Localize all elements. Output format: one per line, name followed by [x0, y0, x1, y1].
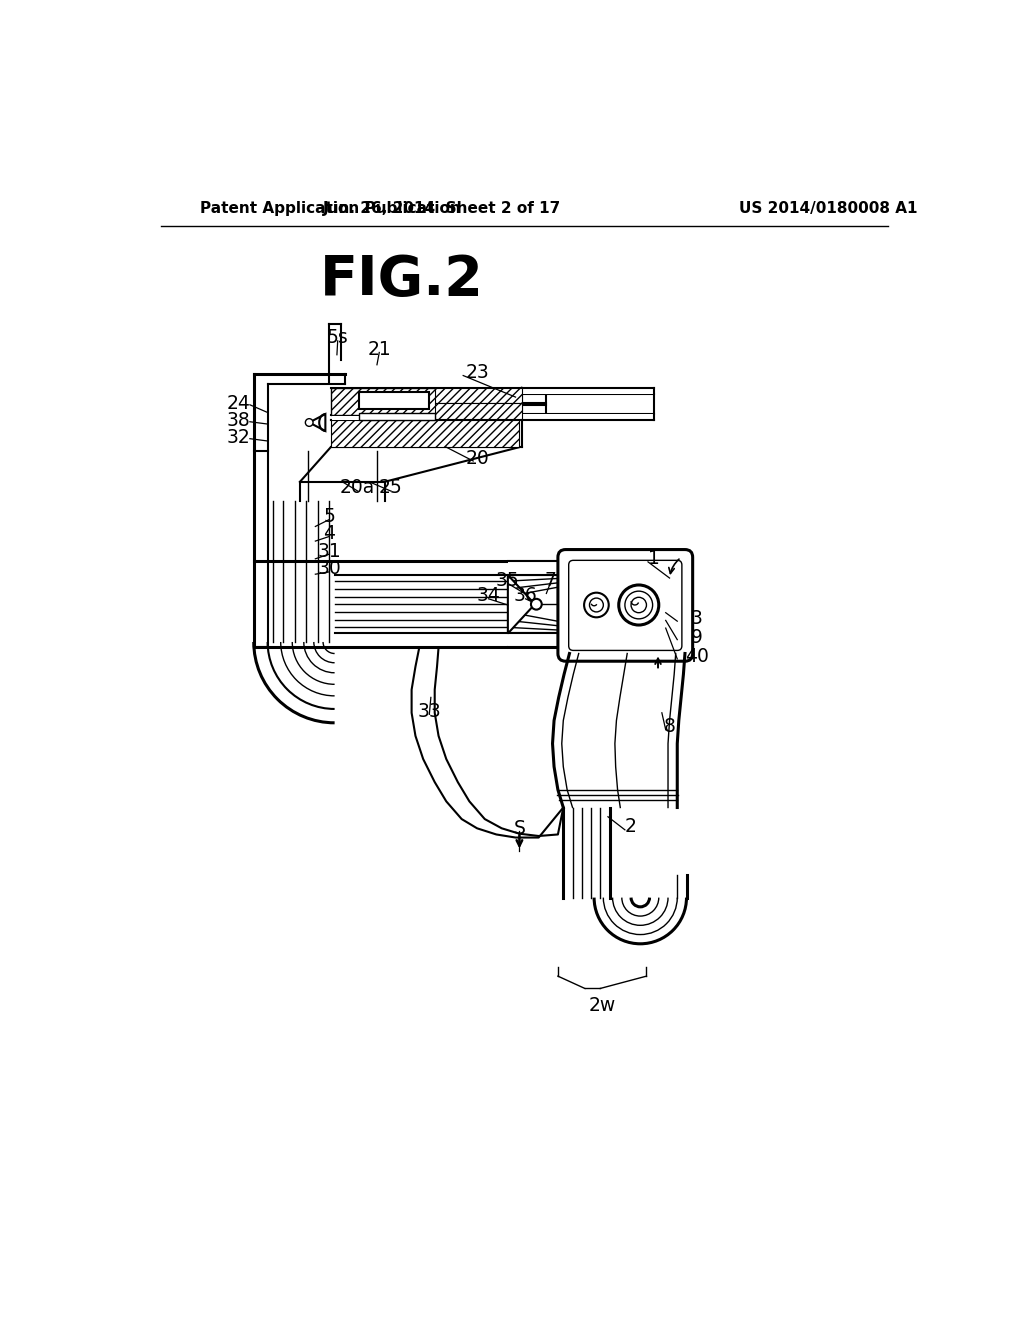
- Text: 34: 34: [477, 586, 501, 606]
- Text: 23: 23: [465, 363, 488, 381]
- Text: 9: 9: [690, 628, 702, 647]
- Circle shape: [590, 598, 603, 612]
- Bar: [359, 392, 429, 409]
- Polygon shape: [508, 561, 565, 576]
- Text: 20: 20: [465, 449, 488, 469]
- Text: S: S: [513, 818, 525, 838]
- Circle shape: [618, 585, 658, 626]
- Bar: [521, 414, 654, 420]
- Text: 21: 21: [368, 339, 391, 359]
- Circle shape: [625, 591, 652, 619]
- Text: 36: 36: [514, 586, 538, 606]
- Text: 3: 3: [690, 610, 702, 628]
- Text: FIG.2: FIG.2: [319, 253, 483, 308]
- Bar: [435, 404, 521, 418]
- Bar: [335, 634, 565, 647]
- Text: 2w: 2w: [589, 995, 616, 1015]
- Text: Patent Application Publication: Patent Application Publication: [200, 201, 461, 216]
- Text: 25: 25: [379, 478, 402, 498]
- Text: 2: 2: [625, 817, 637, 837]
- Text: 5s: 5s: [327, 329, 348, 347]
- Text: 1: 1: [648, 549, 660, 569]
- Circle shape: [305, 418, 313, 426]
- Polygon shape: [254, 561, 335, 642]
- Bar: [435, 388, 521, 404]
- Circle shape: [531, 599, 542, 610]
- Circle shape: [631, 597, 646, 612]
- Bar: [254, 451, 267, 647]
- Text: 31: 31: [317, 541, 341, 561]
- Text: 40: 40: [685, 647, 709, 667]
- Bar: [331, 388, 438, 414]
- Text: 38: 38: [226, 411, 250, 430]
- Text: 8: 8: [664, 717, 676, 737]
- Text: 5: 5: [324, 507, 335, 525]
- Text: 30: 30: [317, 560, 341, 578]
- Bar: [359, 412, 435, 420]
- Circle shape: [584, 593, 608, 618]
- Polygon shape: [508, 634, 565, 647]
- Text: 20a: 20a: [340, 478, 376, 498]
- Polygon shape: [508, 576, 535, 634]
- Text: 35: 35: [496, 570, 520, 590]
- Text: 24: 24: [226, 393, 250, 413]
- Text: 7: 7: [545, 570, 556, 590]
- Bar: [331, 420, 519, 447]
- Polygon shape: [309, 414, 326, 430]
- Text: 32: 32: [226, 428, 250, 446]
- Bar: [521, 388, 654, 395]
- Text: Jun. 26, 2014  Sheet 2 of 17: Jun. 26, 2014 Sheet 2 of 17: [324, 201, 561, 216]
- Text: US 2014/0180008 A1: US 2014/0180008 A1: [739, 201, 918, 216]
- Bar: [335, 561, 565, 576]
- Text: 4: 4: [324, 524, 335, 543]
- FancyBboxPatch shape: [568, 560, 682, 651]
- FancyBboxPatch shape: [558, 549, 692, 661]
- Bar: [332, 416, 434, 420]
- Text: 33: 33: [418, 702, 441, 721]
